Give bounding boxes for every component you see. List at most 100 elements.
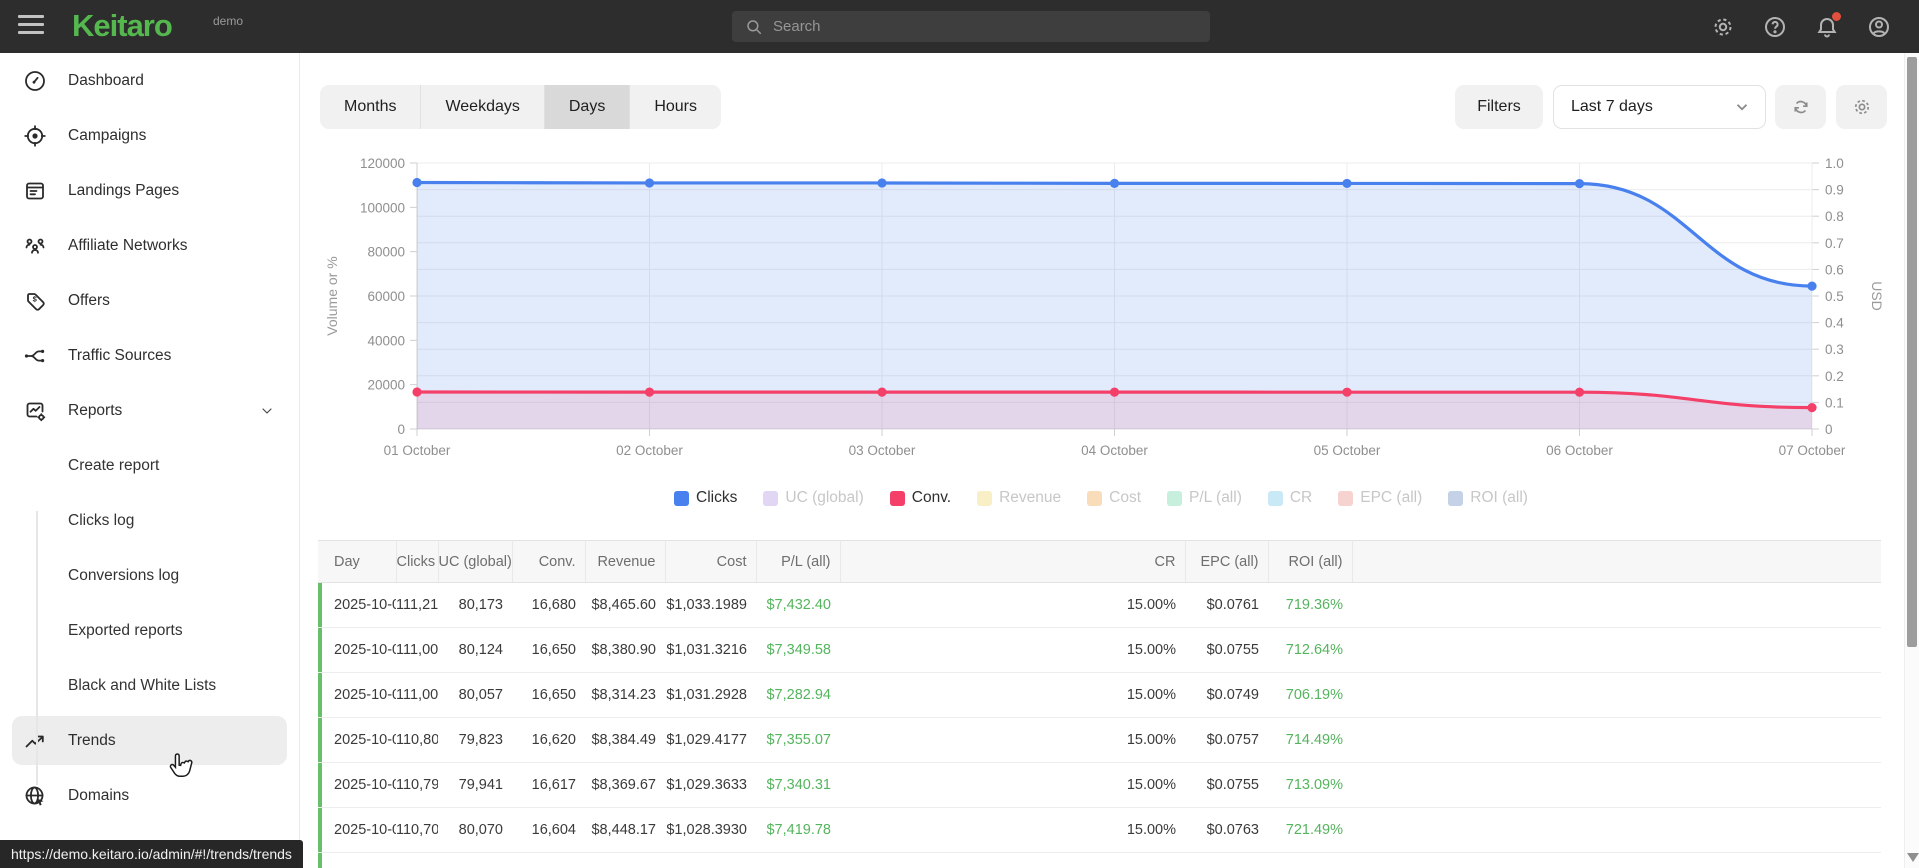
legend-swatch <box>977 490 993 506</box>
svg-text:120000: 120000 <box>360 156 405 171</box>
sidebar-item-reports[interactable]: Reports <box>0 383 299 438</box>
filters-button[interactable]: Filters <box>1455 85 1543 129</box>
chart-settings-button[interactable] <box>1836 85 1887 129</box>
col-header-epc-all-: EPC (all) <box>1185 540 1269 583</box>
legend-item-revenue[interactable]: Revenue <box>977 489 1061 507</box>
cell: 16,617 <box>512 762 585 808</box>
cell: $0.0761 <box>1185 582 1268 628</box>
user-icon[interactable] <box>1867 15 1891 39</box>
cell: $7,282.94 <box>756 672 840 718</box>
sidebar-subitem-black-and-white-lists[interactable]: Black and White Lists <box>0 658 299 713</box>
submenu-indent-line <box>36 511 38 785</box>
col-header-cost: Cost <box>665 540 757 583</box>
legend-item-cr[interactable]: CR <box>1267 489 1312 507</box>
tab-weekdays[interactable]: Weekdays <box>421 85 545 129</box>
tab-hours[interactable]: Hours <box>654 98 698 115</box>
sidebar-item-dashboard[interactable]: Dashboard <box>0 53 299 108</box>
cell: 15.00% <box>840 627 1185 673</box>
scrollbar-down-arrow[interactable] <box>1907 853 1919 862</box>
scrollbar-thumb[interactable] <box>1907 57 1917 647</box>
sidebar-item-affiliate-networks[interactable]: Affiliate Networks <box>0 218 299 273</box>
cell: 2025-10-04 <box>318 717 396 763</box>
cell: 2025-10-01 <box>318 582 396 628</box>
cell: 15.00% <box>840 672 1185 718</box>
hamburger-menu-icon[interactable] <box>18 15 44 37</box>
cell: $7,432.40 <box>756 582 840 628</box>
offers-icon: $ <box>27 292 45 311</box>
cell: 46,540 <box>438 852 512 868</box>
cell <box>1352 627 1881 673</box>
sidebar-label: Affiliate Networks <box>68 236 188 254</box>
cell <box>1352 852 1881 868</box>
trends-table: Day Clicks UC (global) Conv. Revenue Cost P/L … <box>318 540 1881 868</box>
dashboard-icon <box>25 70 45 91</box>
cell: $0.0757 <box>1185 717 1268 763</box>
col-header-conv-: Conv. <box>512 540 586 583</box>
col-header-p-l-all-: P/L (all) <box>756 540 841 583</box>
chart-legend: Clicks UC (global) Conv. Revenue Cost P/L (al… <box>320 489 1882 507</box>
sidebar-subitem-conversions-log[interactable]: Conversions log <box>0 548 299 603</box>
date-range-select[interactable]: Last 7 days <box>1553 85 1766 129</box>
sidebar-item-domains[interactable]: Domains <box>0 768 299 823</box>
cell: 111,00 <box>396 627 438 673</box>
refresh-button[interactable] <box>1775 85 1826 129</box>
topbar: Keitaro demo <box>0 0 1919 53</box>
sidebar-item-landings-pages[interactable]: Landings Pages <box>0 163 299 218</box>
cell <box>1352 807 1881 853</box>
cell: 15.00% <box>840 582 1185 628</box>
env-badge: demo <box>213 14 244 28</box>
svg-text:0.5: 0.5 <box>1825 289 1844 304</box>
cell: $0.0763 <box>1185 807 1268 853</box>
legend-item-clicks[interactable]: Clicks <box>674 489 737 507</box>
help-icon[interactable] <box>1763 15 1787 39</box>
cell: 64,46 <box>396 852 438 868</box>
affiliate-icon <box>25 238 45 254</box>
sidebar-label: Conversions log <box>68 566 180 584</box>
sidebar-label: Landings Pages <box>68 181 180 199</box>
bell-icon[interactable] <box>1815 11 1841 39</box>
refresh-icon <box>1793 100 1808 114</box>
legend-item-p-l-all-[interactable]: P/L (all) <box>1167 489 1242 507</box>
legend-swatch <box>1087 490 1103 506</box>
cell: 80,057 <box>438 672 512 718</box>
col-header-day: Day <box>318 540 397 583</box>
sidebar-subitem-exported-reports[interactable]: Exported reports <box>0 603 299 658</box>
svg-text:02 October: 02 October <box>616 443 683 458</box>
cell: 15.00% <box>840 717 1185 763</box>
svg-text:1.0: 1.0 <box>1825 156 1844 171</box>
legend-item-cost[interactable]: Cost <box>1087 489 1141 507</box>
sidebar-item-campaigns[interactable]: Campaigns <box>0 108 299 163</box>
keitaro-logo: Keitaro <box>72 8 173 43</box>
legend-item-roi-all-[interactable]: ROI (all) <box>1448 489 1528 507</box>
sidebar-item-trends[interactable]: Trends <box>0 713 299 768</box>
reports-icon <box>26 402 46 421</box>
legend-item-uc-global-[interactable]: UC (global) <box>763 489 864 507</box>
gear-icon[interactable] <box>1711 15 1735 39</box>
svg-text:05 October: 05 October <box>1314 443 1381 458</box>
sidebar-item-traffic-sources[interactable]: Traffic Sources <box>0 328 299 383</box>
legend-item-conv-[interactable]: Conv. <box>889 489 952 507</box>
sidebar-label: Exported reports <box>68 621 183 639</box>
legend-item-epc-all-[interactable]: EPC (all) <box>1338 489 1422 507</box>
cell: 2025-10-03 <box>318 672 396 718</box>
table-row: 2025-10-01111,2180,17316,680$8,465.60$1,… <box>318 582 1881 628</box>
cell: 2025-10-05 <box>318 762 396 808</box>
col-header-roi-all-: ROI (all) <box>1268 540 1353 583</box>
sidebar-subitem-clicks-log[interactable]: Clicks log <box>0 493 299 548</box>
cell: 79,941 <box>438 762 512 808</box>
granularity-tabs: Months Weekdays Days Hours <box>320 85 722 129</box>
tab-days[interactable]: Days <box>544 85 631 129</box>
tab-months[interactable]: Months <box>320 85 422 129</box>
cell <box>1352 762 1881 808</box>
cell: $8,384.49 <box>585 717 665 763</box>
sidebar-item-offers[interactable]: $ Offers <box>0 273 299 328</box>
cell: 111,00 <box>396 672 438 718</box>
legend-label: Conv. <box>911 489 952 506</box>
svg-text:20000: 20000 <box>367 378 405 393</box>
search-input[interactable] <box>773 18 1210 35</box>
legend-swatch <box>889 490 905 506</box>
sidebar-subitem-create-report[interactable]: Create report <box>0 438 299 493</box>
legend-swatch <box>1167 490 1183 506</box>
cell: 714.49% <box>1268 717 1352 763</box>
date-range-value: Last 7 days <box>1571 98 1653 115</box>
